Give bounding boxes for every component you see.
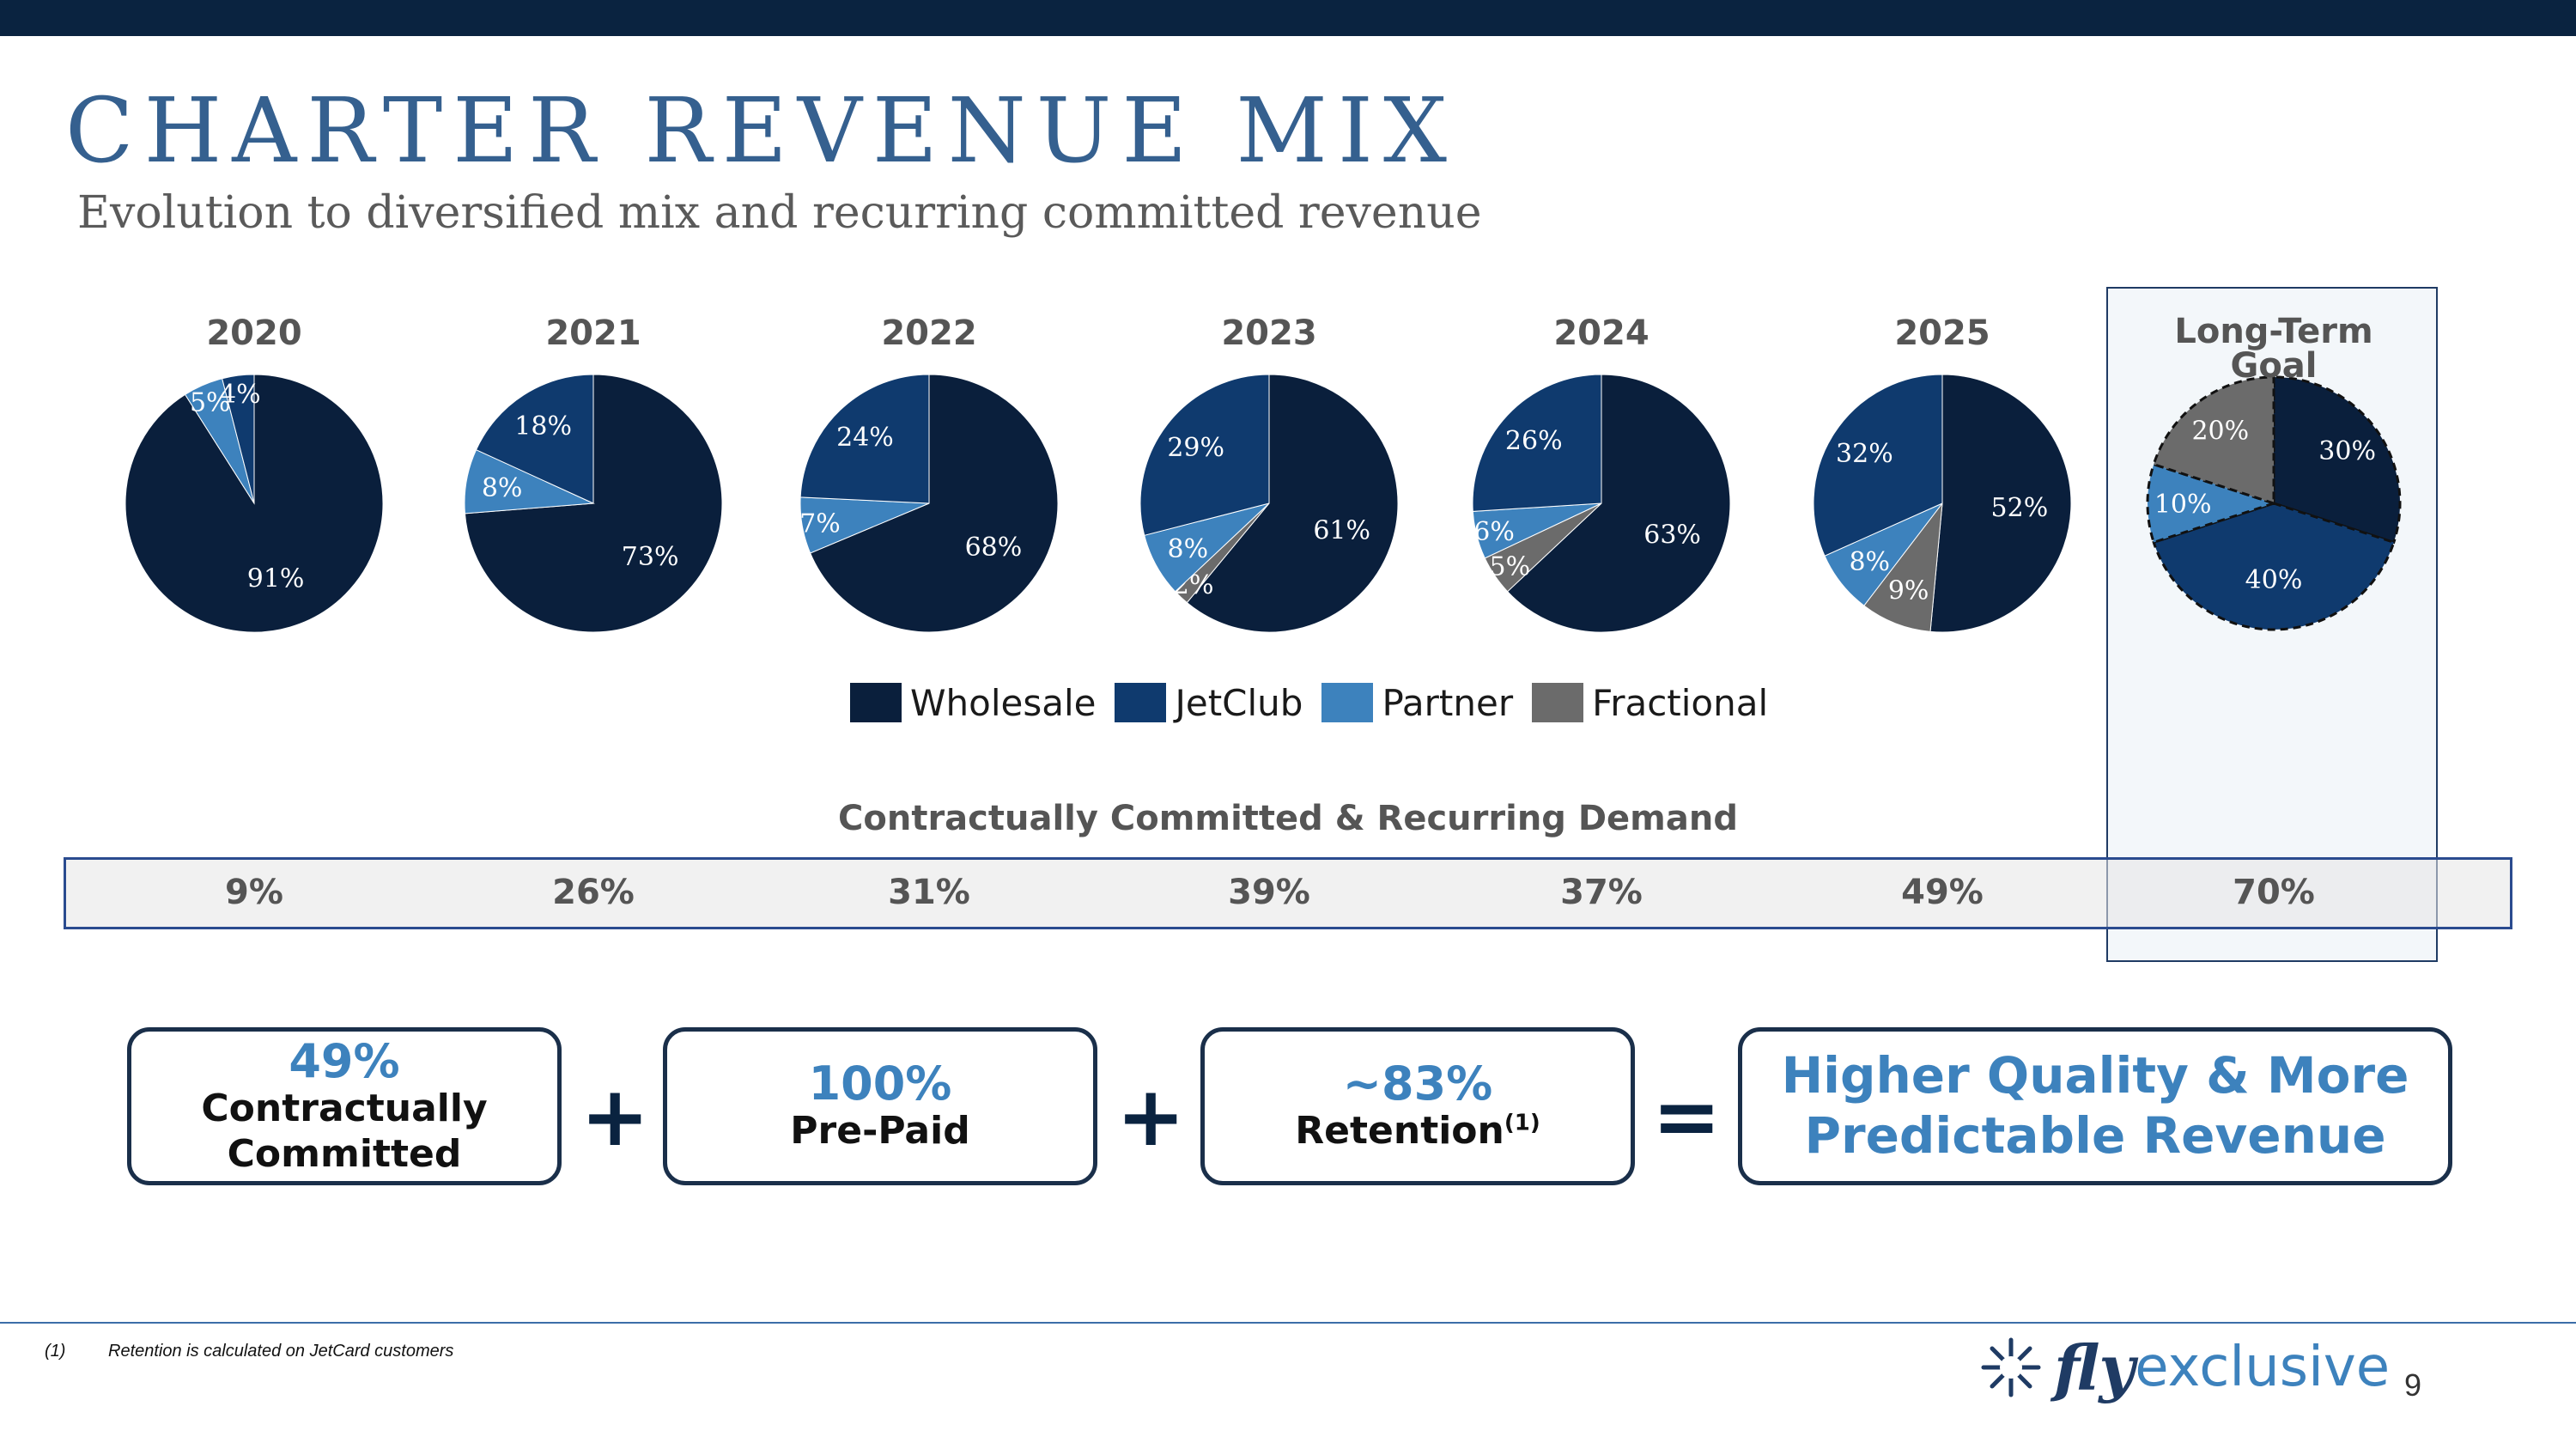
pie-slice-2024-jetclub xyxy=(1472,374,1602,512)
pie-label-2025-partner: 8% xyxy=(1849,547,1890,577)
pie-label-2023-partner: 8% xyxy=(1168,534,1209,564)
pie-slice-2024-wholesale xyxy=(1506,374,1731,633)
pie-label-2024-fractional: 5% xyxy=(1490,552,1531,582)
committed-label-2: Committed xyxy=(227,1131,462,1176)
pie-label-2022-jetclub: 24% xyxy=(836,423,894,453)
demand-value-2020: 9% xyxy=(225,873,283,912)
pie-slice-2025-fractional xyxy=(1863,502,1943,632)
pie-slice-2025-jetclub xyxy=(1813,374,1943,557)
pie-label-2021-jetclub: 18% xyxy=(514,411,572,441)
legend-swatch-fractional xyxy=(1532,683,1584,722)
pie-label-long-term-goal-partner: 10% xyxy=(2154,490,2212,520)
footer-divider xyxy=(0,1322,2576,1324)
pie-slice-2021-jetclub xyxy=(475,374,594,504)
prepaid-box: 100% Pre-Paid xyxy=(663,1027,1097,1185)
pie-slice-2022-wholesale xyxy=(809,374,1059,633)
demand-value-2025: 49% xyxy=(1901,873,1984,912)
plus-operator-1: + xyxy=(580,1068,650,1165)
demand-value-long-term-goal: 70% xyxy=(2233,873,2315,912)
result-box: Higher Quality & More Predictable Revenu… xyxy=(1738,1027,2452,1185)
page-number: 9 xyxy=(2404,1367,2422,1403)
pie-slice-long-term-goal-jetclub xyxy=(2152,502,2396,631)
pie-label-2023-wholesale: 61% xyxy=(1313,515,1370,545)
pie-label-2024-partner: 6% xyxy=(1473,517,1515,547)
pie-label-2025-fractional: 9% xyxy=(1888,576,1929,606)
demand-bar xyxy=(64,857,2512,929)
legend-label-fractional: Fractional xyxy=(1592,681,1769,724)
prepaid-value: 100% xyxy=(808,1056,952,1111)
pie-label-2021-wholesale: 73% xyxy=(622,542,679,572)
pie-label-2022-partner: 7% xyxy=(799,508,841,539)
legend-item-fractional: Fractional xyxy=(1532,682,1768,724)
demand-value-2021: 26% xyxy=(552,873,635,912)
pie-label-2024-jetclub: 26% xyxy=(1505,426,1563,456)
demand-title: Contractually Committed & Recurring Dema… xyxy=(838,799,1738,838)
pie-slice-long-term-goal-wholesale xyxy=(2272,375,2402,545)
demand-value-2023: 39% xyxy=(1228,873,1310,912)
pie-slice-2025-wholesale xyxy=(1929,374,2072,633)
page-title: CHARTER REVENUE MIX xyxy=(65,78,1457,183)
pie-title-2025: 2025 xyxy=(1894,314,1990,353)
retention-label: Retention xyxy=(1295,1109,1504,1154)
result-line-2: Predictable Revenue xyxy=(1804,1106,2386,1165)
legend-item-partner: Partner xyxy=(1321,682,1513,724)
pie-label-2023-jetclub: 29% xyxy=(1167,433,1224,463)
swirl-logo-icon xyxy=(1981,1337,2041,1397)
page-subtitle: Evolution to diversified mix and recurri… xyxy=(77,187,1482,239)
retention-label-wrap: Retention(1) xyxy=(1295,1109,1540,1154)
logo-fly-text: fly xyxy=(2054,1330,2136,1404)
pie-title-2022: 2022 xyxy=(881,314,977,353)
committed-box: 49% Contractually Committed xyxy=(127,1027,562,1185)
pie-slice-long-term-goal-fractional xyxy=(2152,375,2275,506)
legend-label-wholesale: Wholesale xyxy=(910,681,1097,724)
pie-title-2024: 2024 xyxy=(1553,314,1649,353)
legend-swatch-jetclub xyxy=(1115,683,1167,722)
legend-label-jetclub: JetClub xyxy=(1175,681,1303,724)
plus-operator-2: + xyxy=(1116,1068,1186,1165)
flyexclusive-logo: fly exclusive xyxy=(1975,1330,2391,1404)
logo-exclusive-text: exclusive xyxy=(2135,1336,2391,1399)
prepaid-label: Pre-Paid xyxy=(790,1109,970,1154)
committed-value: 49% xyxy=(289,1033,400,1088)
pie-label-long-term-goal-fractional: 20% xyxy=(2191,416,2249,446)
top-bar xyxy=(0,0,2576,36)
result-line-1: Higher Quality & More xyxy=(1781,1046,2409,1105)
pie-label-2020-partner: 5% xyxy=(190,388,231,418)
demand-value-2024: 37% xyxy=(1560,873,1643,912)
pie-title-2023: 2023 xyxy=(1221,314,1317,353)
retention-box: ~83% Retention(1) xyxy=(1200,1027,1635,1185)
legend-swatch-partner xyxy=(1321,683,1374,722)
pie-label-2020-wholesale: 91% xyxy=(247,563,305,594)
pie-slice-long-term-goal-partner xyxy=(2146,462,2278,545)
pie-slice-2020-jetclub xyxy=(222,374,255,504)
pie-title-long-term-goal: Long-Term Goal xyxy=(2174,312,2373,386)
equals-operator: = xyxy=(1652,1068,1722,1165)
legend-swatch-wholesale xyxy=(850,683,902,722)
pie-title-2020: 2020 xyxy=(206,314,302,353)
pie-label-2020-jetclub: 4% xyxy=(220,380,261,410)
pie-label-2025-wholesale: 52% xyxy=(1991,493,2049,523)
retention-footnote-mark: (1) xyxy=(1504,1110,1540,1136)
committed-label-1: Contractually xyxy=(201,1086,488,1130)
pie-label-2021-partner: 8% xyxy=(482,473,523,503)
legend-item-jetclub: JetClub xyxy=(1115,682,1303,724)
pie-label-long-term-goal-jetclub: 40% xyxy=(2245,565,2303,595)
legend-label-partner: Partner xyxy=(1382,681,1514,724)
pie-label-2025-jetclub: 32% xyxy=(1836,439,1893,469)
pie-slice-2023-jetclub xyxy=(1139,374,1270,536)
footnote-number: (1) xyxy=(45,1342,66,1361)
pie-title-2021: 2021 xyxy=(545,314,641,353)
pie-slice-2023-wholesale xyxy=(1186,374,1399,633)
retention-value: ~83% xyxy=(1342,1056,1493,1111)
pie-label-long-term-goal-wholesale: 30% xyxy=(2318,436,2376,466)
pie-label-2024-wholesale: 63% xyxy=(1643,521,1701,551)
pie-slice-2022-jetclub xyxy=(799,374,930,504)
pie-label-2022-wholesale: 68% xyxy=(965,533,1023,563)
legend-item-wholesale: Wholesale xyxy=(850,682,1096,724)
demand-value-2022: 31% xyxy=(888,873,970,912)
footnote-text: Retention is calculated on JetCard custo… xyxy=(108,1342,454,1361)
legend: Wholesale JetClub Partner Fractional xyxy=(850,679,1787,727)
